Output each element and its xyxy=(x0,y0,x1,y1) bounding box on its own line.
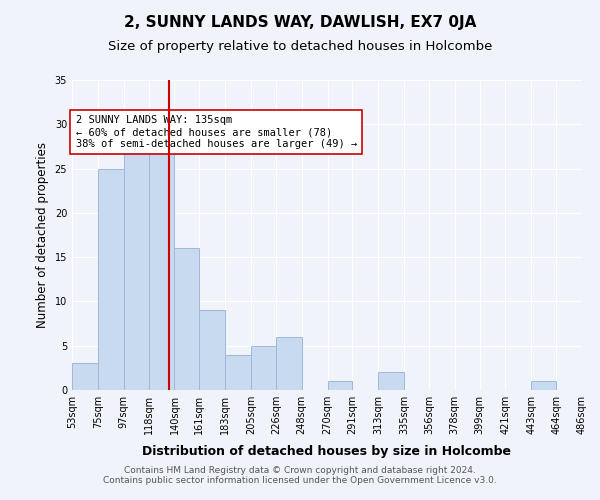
X-axis label: Distribution of detached houses by size in Holcombe: Distribution of detached houses by size … xyxy=(143,446,511,458)
Bar xyxy=(225,354,251,390)
Text: Size of property relative to detached houses in Holcombe: Size of property relative to detached ho… xyxy=(108,40,492,53)
Bar xyxy=(276,337,302,390)
Bar xyxy=(175,248,199,390)
Y-axis label: Number of detached properties: Number of detached properties xyxy=(36,142,49,328)
Bar xyxy=(124,142,149,390)
Bar xyxy=(251,346,276,390)
Bar xyxy=(199,310,225,390)
Bar xyxy=(378,372,404,390)
Bar xyxy=(149,133,175,390)
Bar xyxy=(532,381,556,390)
Bar xyxy=(98,168,124,390)
Bar xyxy=(72,364,98,390)
Bar xyxy=(328,381,352,390)
Text: 2 SUNNY LANDS WAY: 135sqm
← 60% of detached houses are smaller (78)
38% of semi-: 2 SUNNY LANDS WAY: 135sqm ← 60% of detac… xyxy=(76,116,357,148)
Text: 2, SUNNY LANDS WAY, DAWLISH, EX7 0JA: 2, SUNNY LANDS WAY, DAWLISH, EX7 0JA xyxy=(124,15,476,30)
Text: Contains HM Land Registry data © Crown copyright and database right 2024.
Contai: Contains HM Land Registry data © Crown c… xyxy=(103,466,497,485)
